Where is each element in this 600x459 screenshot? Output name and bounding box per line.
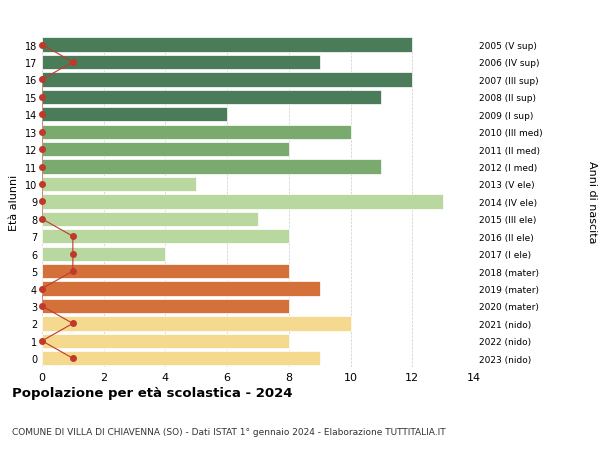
Point	[37, 77, 47, 84]
Point	[68, 251, 77, 258]
Point	[37, 42, 47, 49]
Bar	[42, 282, 320, 296]
Bar	[42, 317, 350, 331]
Point	[68, 320, 77, 327]
Point	[68, 233, 77, 241]
Bar	[42, 212, 258, 226]
Bar	[42, 334, 289, 348]
Bar	[42, 108, 227, 122]
Bar	[42, 38, 412, 52]
Bar	[42, 264, 289, 279]
Text: Anni di nascita: Anni di nascita	[587, 161, 597, 243]
Point	[37, 181, 47, 188]
Bar	[42, 90, 382, 105]
Point	[37, 337, 47, 345]
Point	[68, 355, 77, 362]
Bar	[42, 178, 196, 192]
Point	[37, 129, 47, 136]
Bar	[42, 73, 412, 87]
Bar	[42, 160, 382, 174]
Text: Popolazione per età scolastica - 2024: Popolazione per età scolastica - 2024	[12, 386, 293, 399]
Point	[37, 112, 47, 119]
Point	[37, 94, 47, 101]
Bar	[42, 143, 289, 157]
Point	[37, 216, 47, 223]
Point	[68, 268, 77, 275]
Point	[37, 198, 47, 206]
Point	[68, 59, 77, 67]
Point	[37, 285, 47, 292]
Bar	[42, 247, 166, 261]
Point	[37, 146, 47, 153]
Bar	[42, 125, 350, 140]
Bar	[42, 230, 289, 244]
Bar	[42, 352, 320, 366]
Bar	[42, 56, 320, 70]
Y-axis label: Età alunni: Età alunni	[9, 174, 19, 230]
Point	[37, 163, 47, 171]
Point	[37, 302, 47, 310]
Bar	[42, 299, 289, 313]
Text: COMUNE DI VILLA DI CHIAVENNA (SO) - Dati ISTAT 1° gennaio 2024 - Elaborazione TU: COMUNE DI VILLA DI CHIAVENNA (SO) - Dati…	[12, 427, 446, 436]
Bar	[42, 195, 443, 209]
